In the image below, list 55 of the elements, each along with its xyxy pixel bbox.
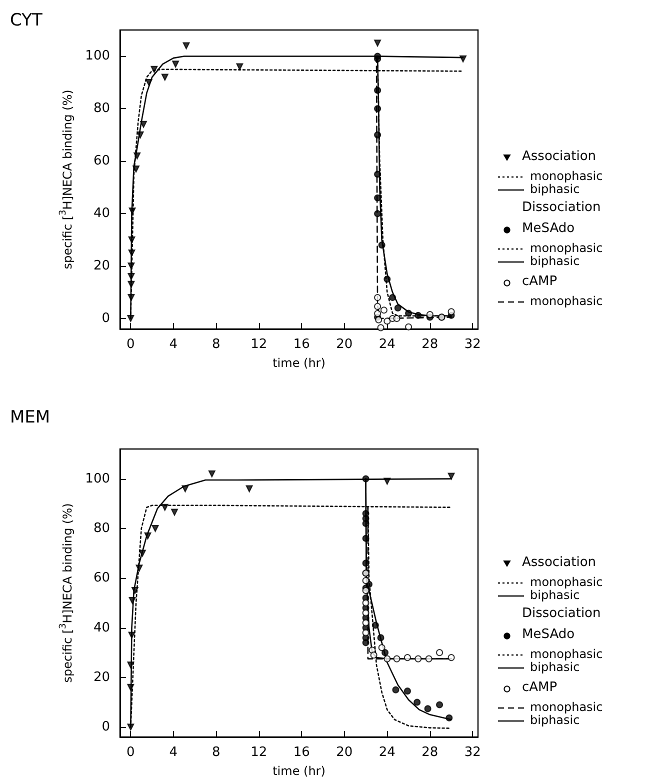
y-axis-title: specific [3H]NECA binding (%) <box>58 90 74 270</box>
chart-title: CYT <box>10 10 43 30</box>
y-tick-label: 20 <box>93 258 110 274</box>
legend-title: Dissociation <box>522 606 601 621</box>
x-tick-label: 4 <box>169 745 178 760</box>
x-tick-label: 0 <box>126 745 135 760</box>
x-tick-label: 8 <box>212 337 220 352</box>
x-tick-label: 12 <box>250 745 268 760</box>
legend-label: monophasic <box>530 575 603 589</box>
y-tick-label: 100 <box>85 471 110 486</box>
legend-label: cAMP <box>522 680 558 695</box>
x-tick-label: 24 <box>378 745 396 760</box>
legend-label: MeSAdo <box>522 221 575 236</box>
x-tick-label: 16 <box>293 745 310 760</box>
x-tick-label: 24 <box>378 337 396 352</box>
x-tick-label: 32 <box>464 337 481 352</box>
legend-label: monophasic <box>530 294 603 308</box>
y-tick-label: 60 <box>93 570 110 586</box>
x-tick-label: 28 <box>422 337 438 352</box>
legend-label: biphasic <box>530 588 580 602</box>
legend-label: Association <box>522 555 596 570</box>
legend-label: monophasic <box>530 647 603 661</box>
y-tick-label: 40 <box>93 620 110 636</box>
x-tick-label: 32 <box>464 745 481 760</box>
legend-label: biphasic <box>530 713 580 727</box>
y-tick-label: 100 <box>85 48 110 64</box>
legend-label: cAMP <box>522 274 558 289</box>
legend-label: monophasic <box>530 169 603 183</box>
x-tick-label: 16 <box>293 337 310 352</box>
x-tick-label: 8 <box>212 745 220 760</box>
x-axis-title: time (hr) <box>272 764 326 778</box>
legend-label: monophasic <box>530 241 603 255</box>
y-axis-title: specific [3H]NECA binding (%) <box>58 503 74 683</box>
x-tick-label: 20 <box>336 745 353 760</box>
y-tick-label: 0 <box>102 311 110 326</box>
x-tick-label: 4 <box>169 337 178 352</box>
chart-title: MEM <box>10 408 50 428</box>
x-tick-label: 12 <box>250 337 268 352</box>
y-tick-label: 80 <box>93 101 110 116</box>
x-axis-title: time (hr) <box>272 356 326 370</box>
x-tick-label: 28 <box>422 745 438 760</box>
y-tick-label: 0 <box>102 720 110 735</box>
legend-label: biphasic <box>530 254 580 268</box>
y-tick-label: 60 <box>93 154 110 169</box>
y-tick-label: 40 <box>93 206 110 222</box>
legend-title: Dissociation <box>522 200 601 215</box>
x-tick-label: 20 <box>336 337 353 352</box>
legend-label: biphasic <box>530 660 580 674</box>
legend-label: Association <box>522 149 596 164</box>
legend-label: monophasic <box>530 700 603 714</box>
legend-label: MeSAdo <box>522 627 575 642</box>
x-tick-label: 0 <box>126 337 135 352</box>
y-tick-label: 80 <box>93 520 110 536</box>
y-tick-label: 20 <box>93 670 110 685</box>
legend-label: biphasic <box>530 182 580 196</box>
